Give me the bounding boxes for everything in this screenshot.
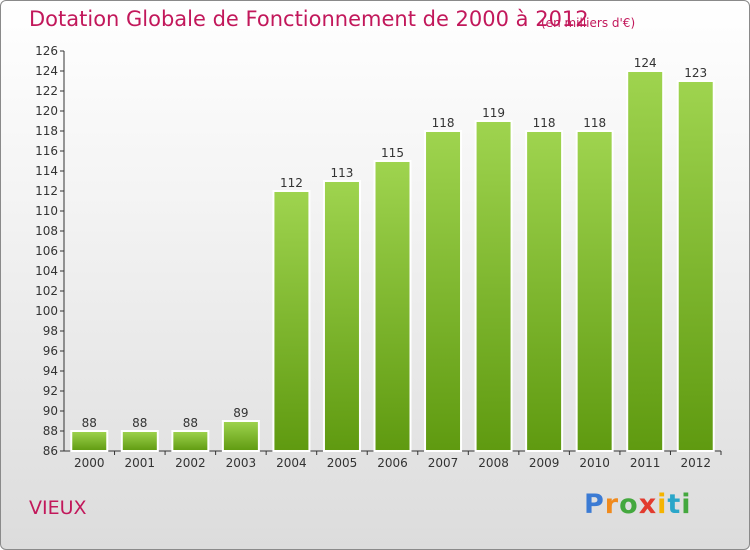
- x-tick-label: 2001: [125, 456, 156, 470]
- bar: [525, 130, 564, 452]
- bar-value-label: 88: [82, 416, 97, 430]
- x-tick-label: 2005: [327, 456, 358, 470]
- y-tick-label: 94: [43, 364, 58, 378]
- x-tick-label: 2008: [478, 456, 509, 470]
- bar: [120, 430, 159, 452]
- y-tick-label: 102: [35, 284, 58, 298]
- bar-value-label: 119: [482, 106, 505, 120]
- bar: [575, 130, 614, 452]
- y-tick-label: 104: [35, 264, 58, 278]
- bar-value-label: 118: [533, 116, 556, 130]
- bar-value-label: 113: [331, 166, 354, 180]
- proxiti-logo: Proxiti: [584, 489, 692, 520]
- x-tick-label: 2009: [529, 456, 560, 470]
- bar-value-label: 112: [280, 176, 303, 190]
- x-tick-label: 2004: [276, 456, 307, 470]
- bar-value-label: 88: [132, 416, 147, 430]
- bar: [221, 420, 260, 452]
- y-tick-label: 116: [35, 144, 58, 158]
- bar-value-label: 88: [183, 416, 198, 430]
- bar-value-label: 118: [432, 116, 455, 130]
- y-tick-label: 98: [43, 324, 58, 338]
- bar: [626, 70, 665, 452]
- bar: [424, 130, 463, 452]
- y-tick-label: 110: [35, 204, 58, 218]
- y-tick-label: 108: [35, 224, 58, 238]
- y-tick-label: 100: [35, 304, 58, 318]
- y-tick-label: 118: [35, 124, 58, 138]
- y-tick-label: 124: [35, 64, 58, 78]
- y-tick-label: 120: [35, 104, 58, 118]
- y-tick-label: 126: [35, 44, 58, 58]
- bar: [373, 160, 412, 452]
- x-tick-label: 2000: [74, 456, 105, 470]
- y-tick-label: 96: [43, 344, 58, 358]
- y-tick-label: 112: [35, 184, 58, 198]
- y-tick-label: 86: [43, 444, 58, 458]
- bar-value-label: 89: [233, 406, 248, 420]
- x-tick-label: 2006: [377, 456, 408, 470]
- bars: 88 88 88 89 112 113 115 118 119 118 118 124 123: [70, 56, 715, 452]
- bar: [322, 180, 361, 452]
- x-tick-label: 2010: [579, 456, 610, 470]
- x-tick-label: 2012: [680, 456, 711, 470]
- bar: [70, 430, 109, 452]
- x-tick-label: 2007: [428, 456, 459, 470]
- bar-value-label: 118: [583, 116, 606, 130]
- y-tick-label: 90: [43, 404, 58, 418]
- bar-value-label: 115: [381, 146, 404, 160]
- y-tick-label: 92: [43, 384, 58, 398]
- bar-value-label: 124: [634, 56, 657, 70]
- y-tick-label: 122: [35, 84, 58, 98]
- y-tick-label: 114: [35, 164, 58, 178]
- x-tick-label: 2002: [175, 456, 206, 470]
- bar: [171, 430, 210, 452]
- chart-unit-label: (en milliers d'€): [541, 16, 636, 30]
- y-tick-label: 88: [43, 424, 58, 438]
- bar: [272, 190, 311, 452]
- x-axis: 2000 2001 2002 2003 2004 2005 2006 2007 2008 2009…: [64, 450, 722, 470]
- y-tick-label: 106: [35, 244, 58, 258]
- x-tick-label: 2003: [226, 456, 257, 470]
- bar: [676, 80, 715, 452]
- chart-title: Dotation Globale de Fonctionnement de 20…: [29, 7, 589, 31]
- x-tick-label: 2011: [630, 456, 661, 470]
- bar-value-label: 123: [684, 66, 707, 80]
- place-name: VIEUX: [29, 497, 87, 519]
- bar: [474, 120, 513, 452]
- y-axis: 86 88 90 92 94 96 98 100 102 104 106 108 110 112 114 11…: [35, 44, 65, 458]
